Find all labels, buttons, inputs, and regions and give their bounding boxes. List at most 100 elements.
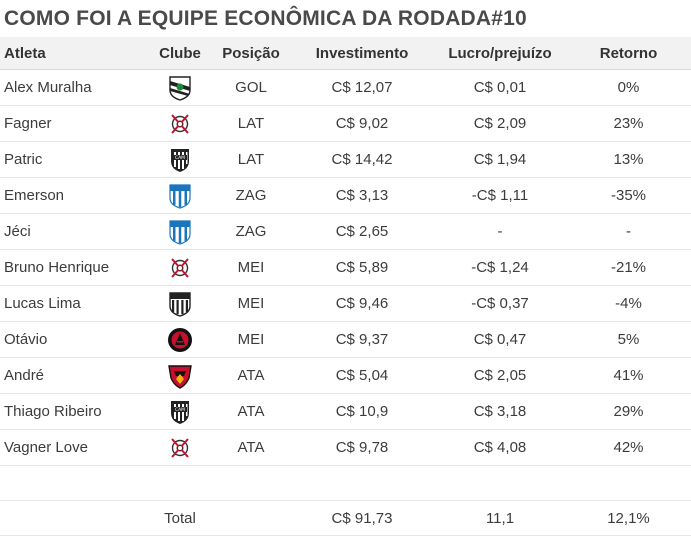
atleta-cell: Bruno Henrique <box>0 249 150 286</box>
investimento-cell: C$ 2,65 <box>292 213 432 250</box>
retorno-cell: - <box>568 213 691 250</box>
table-spacer-row <box>0 465 691 501</box>
table-row: Thiago Ribeiro CAM ATA C$ 10,9 C$ 3,18 29% <box>0 393 691 430</box>
posicao-cell: ATA <box>210 357 292 394</box>
atletico-mg-crest-icon: CAM <box>166 146 194 174</box>
svg-text:CAM: CAM <box>175 155 185 161</box>
retorno-cell: -35% <box>568 177 691 214</box>
column-header-clube: Clube <box>150 37 210 70</box>
lucro-cell: C$ 0,01 <box>432 69 568 106</box>
total-retorno: 12,1% <box>568 500 691 536</box>
table-row: Lucas Lima MEI C$ 9,46 -C$ 0,37 -4% <box>0 285 691 322</box>
clube-cell <box>150 285 210 322</box>
posicao-cell: LAT <box>210 141 292 178</box>
corinthians-crest-icon <box>166 254 194 282</box>
table-row: Patric CAM LAT C$ 14,42 C$ 1,94 13% <box>0 141 691 178</box>
posicao-cell: ATA <box>210 393 292 430</box>
column-header-retorno: Retorno <box>568 37 691 70</box>
clube-cell <box>150 321 210 358</box>
retorno-cell: 0% <box>568 69 691 106</box>
table-row: André ATA C$ 5,04 C$ 2,05 41% <box>0 357 691 394</box>
corinthians-crest-icon <box>166 434 194 462</box>
column-header-atleta: Atleta <box>0 37 150 70</box>
clube-cell: CAM <box>150 141 210 178</box>
table-header-row: Atleta Clube Posição Investimento Lucro/… <box>0 37 691 70</box>
table-total-row: Total C$ 91,73 11,1 12,1% <box>0 500 691 536</box>
clube-cell <box>150 105 210 142</box>
table-row: Alex Muralha GOL C$ 12,07 C$ 0,01 0% <box>0 69 691 106</box>
avai-crest-icon <box>166 182 194 210</box>
clube-cell <box>150 177 210 214</box>
clube-cell <box>150 429 210 466</box>
atleta-cell: Otávio <box>0 321 150 358</box>
posicao-cell: MEI <box>210 285 292 322</box>
investimento-cell: C$ 12,07 <box>292 69 432 106</box>
table-row: Vagner Love ATA C$ 9,78 C$ 4,08 42% <box>0 429 691 466</box>
lucro-cell: C$ 3,18 <box>432 393 568 430</box>
atleta-cell: Patric <box>0 141 150 178</box>
column-header-posicao: Posição <box>210 37 292 70</box>
lucro-cell: C$ 4,08 <box>432 429 568 466</box>
posicao-cell: MEI <box>210 321 292 358</box>
atleta-cell: Emerson <box>0 177 150 214</box>
table-row: Jéci ZAG C$ 2,65- - <box>0 213 691 250</box>
lucro-cell: C$ 1,94 <box>432 141 568 178</box>
retorno-cell: 29% <box>568 393 691 430</box>
atleta-cell: Alex Muralha <box>0 69 150 106</box>
atleta-cell: Thiago Ribeiro <box>0 393 150 430</box>
total-lucro: 11,1 <box>432 500 568 536</box>
table-row: Otávio MEI C$ 9,37 C$ 0,47 5% <box>0 321 691 358</box>
investimento-cell: C$ 3,13 <box>292 177 432 214</box>
retorno-cell: 5% <box>568 321 691 358</box>
atleta-cell: Jéci <box>0 213 150 250</box>
retorno-cell: 13% <box>568 141 691 178</box>
investimento-cell: C$ 14,42 <box>292 141 432 178</box>
atleta-cell: Lucas Lima <box>0 285 150 322</box>
lucro-cell: C$ 2,05 <box>432 357 568 394</box>
posicao-cell: GOL <box>210 69 292 106</box>
investimento-cell: C$ 5,89 <box>292 249 432 286</box>
results-table: Atleta Clube Posição Investimento Lucro/… <box>0 37 691 536</box>
posicao-cell: ZAG <box>210 177 292 214</box>
investimento-cell: C$ 5,04 <box>292 357 432 394</box>
total-label: Total <box>150 500 210 536</box>
retorno-cell: -4% <box>568 285 691 322</box>
avai-crest-icon <box>166 218 194 246</box>
clube-cell <box>150 249 210 286</box>
svg-text:CAM: CAM <box>175 407 185 413</box>
lucro-cell: -C$ 1,11 <box>432 177 568 214</box>
lucro-cell: C$ 0,47 <box>432 321 568 358</box>
figueirense-crest-icon <box>166 74 194 102</box>
lucro-cell: -C$ 0,37 <box>432 285 568 322</box>
retorno-cell: -21% <box>568 249 691 286</box>
atleta-cell: Fagner <box>0 105 150 142</box>
table-row: Emerson ZAG C$ 3,13 -C$ 1,11 -35% <box>0 177 691 214</box>
retorno-cell: 41% <box>568 357 691 394</box>
table-row: Fagner LAT C$ 9,02 C$ 2,09 23% <box>0 105 691 142</box>
lucro-cell: C$ 2,09 <box>432 105 568 142</box>
clube-cell: CAM <box>150 393 210 430</box>
clube-cell <box>150 69 210 106</box>
investimento-cell: C$ 9,78 <box>292 429 432 466</box>
clube-cell <box>150 213 210 250</box>
retorno-cell: 23% <box>568 105 691 142</box>
posicao-cell: MEI <box>210 249 292 286</box>
investimento-cell: C$ 9,02 <box>292 105 432 142</box>
sport-crest-icon <box>166 362 194 390</box>
posicao-cell: ATA <box>210 429 292 466</box>
posicao-cell: LAT <box>210 105 292 142</box>
atletico-mg-crest-icon: CAM <box>166 398 194 426</box>
atletico-pr-crest-icon <box>166 326 194 354</box>
atleta-cell: Vagner Love <box>0 429 150 466</box>
lucro-cell: -C$ 1,24 <box>432 249 568 286</box>
atleta-cell: André <box>0 357 150 394</box>
corinthians-crest-icon <box>166 110 194 138</box>
column-header-lucro: Lucro/prejuízo <box>432 37 568 70</box>
investimento-cell: C$ 10,9 <box>292 393 432 430</box>
santos-crest-icon <box>166 290 194 318</box>
column-header-investimento: Investimento <box>292 37 432 70</box>
posicao-cell: ZAG <box>210 213 292 250</box>
total-investimento: C$ 91,73 <box>292 500 432 536</box>
clube-cell <box>150 357 210 394</box>
table-row: Bruno Henrique MEI C$ 5,89 -C$ 1,24 -21% <box>0 249 691 286</box>
